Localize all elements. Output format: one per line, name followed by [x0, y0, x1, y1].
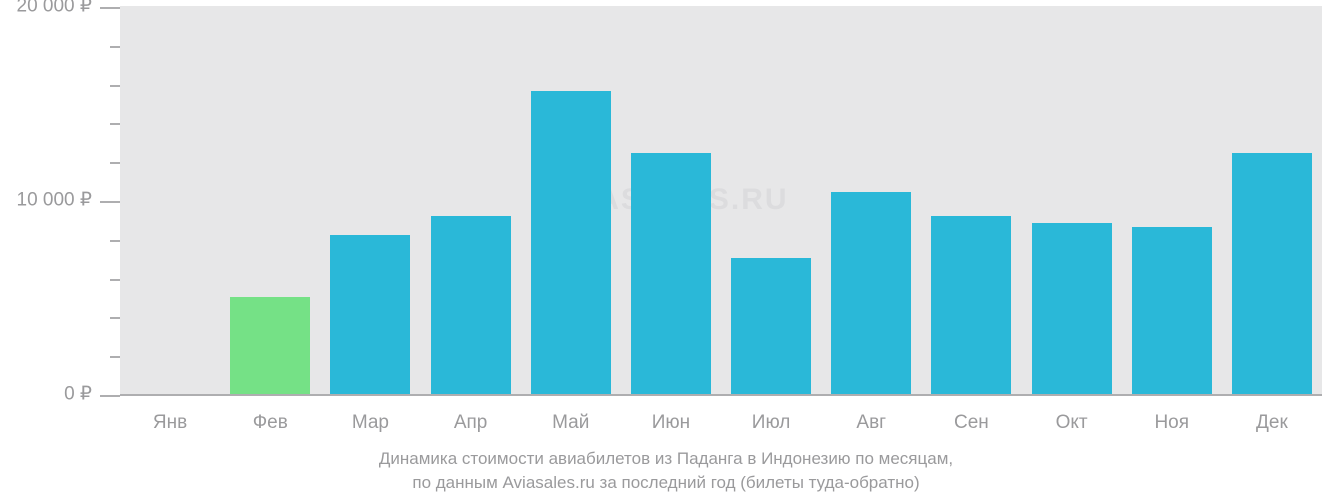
- caption-line-1: Динамика стоимости авиабилетов из Паданг…: [0, 447, 1332, 471]
- bar: [631, 153, 711, 394]
- y-tick-minor: [110, 317, 120, 319]
- y-tick-label: 20 000 ₽: [0, 0, 92, 18]
- x-category-label: Мар: [352, 412, 389, 434]
- bar: [831, 192, 911, 394]
- x-category-label: Авг: [856, 412, 886, 434]
- bar: [1232, 153, 1312, 394]
- x-category-label: Окт: [1056, 412, 1088, 434]
- x-category-label: Янв: [153, 412, 187, 434]
- bar: [1032, 223, 1112, 394]
- y-tick-minor: [110, 240, 120, 242]
- x-category-label: Май: [552, 412, 589, 434]
- price-by-month-chart: AVIASALES.RU Динамика стоимости авиабиле…: [0, 0, 1332, 502]
- y-tick-minor: [110, 85, 120, 87]
- x-category-label: Июл: [752, 412, 791, 434]
- bar: [431, 216, 511, 394]
- y-tick-minor: [110, 356, 120, 358]
- y-tick-major: [100, 201, 120, 203]
- bar: [531, 91, 611, 394]
- plot-area: AVIASALES.RU: [120, 6, 1322, 394]
- bar: [731, 258, 811, 394]
- x-category-label: Июн: [652, 412, 690, 434]
- x-category-label: Сен: [954, 412, 989, 434]
- y-tick-major: [100, 395, 120, 397]
- bar: [1132, 227, 1212, 394]
- y-tick-minor: [110, 162, 120, 164]
- y-tick-label: 0 ₽: [0, 383, 92, 406]
- chart-caption: Динамика стоимости авиабилетов из Паданг…: [0, 447, 1332, 495]
- caption-line-2: по данным Aviasales.ru за последний год …: [0, 471, 1332, 495]
- y-tick-minor: [110, 123, 120, 125]
- y-tick-major: [100, 7, 120, 9]
- x-category-label: Ноя: [1154, 412, 1189, 434]
- y-tick-label: 10 000 ₽: [0, 189, 92, 212]
- x-axis-baseline: [120, 394, 1322, 396]
- x-category-label: Фев: [253, 412, 288, 434]
- x-category-label: Дек: [1256, 412, 1288, 434]
- y-tick-minor: [110, 46, 120, 48]
- bar: [330, 235, 410, 394]
- bar: [230, 297, 310, 394]
- bar: [931, 216, 1011, 394]
- y-tick-minor: [110, 279, 120, 281]
- x-category-label: Апр: [454, 412, 488, 434]
